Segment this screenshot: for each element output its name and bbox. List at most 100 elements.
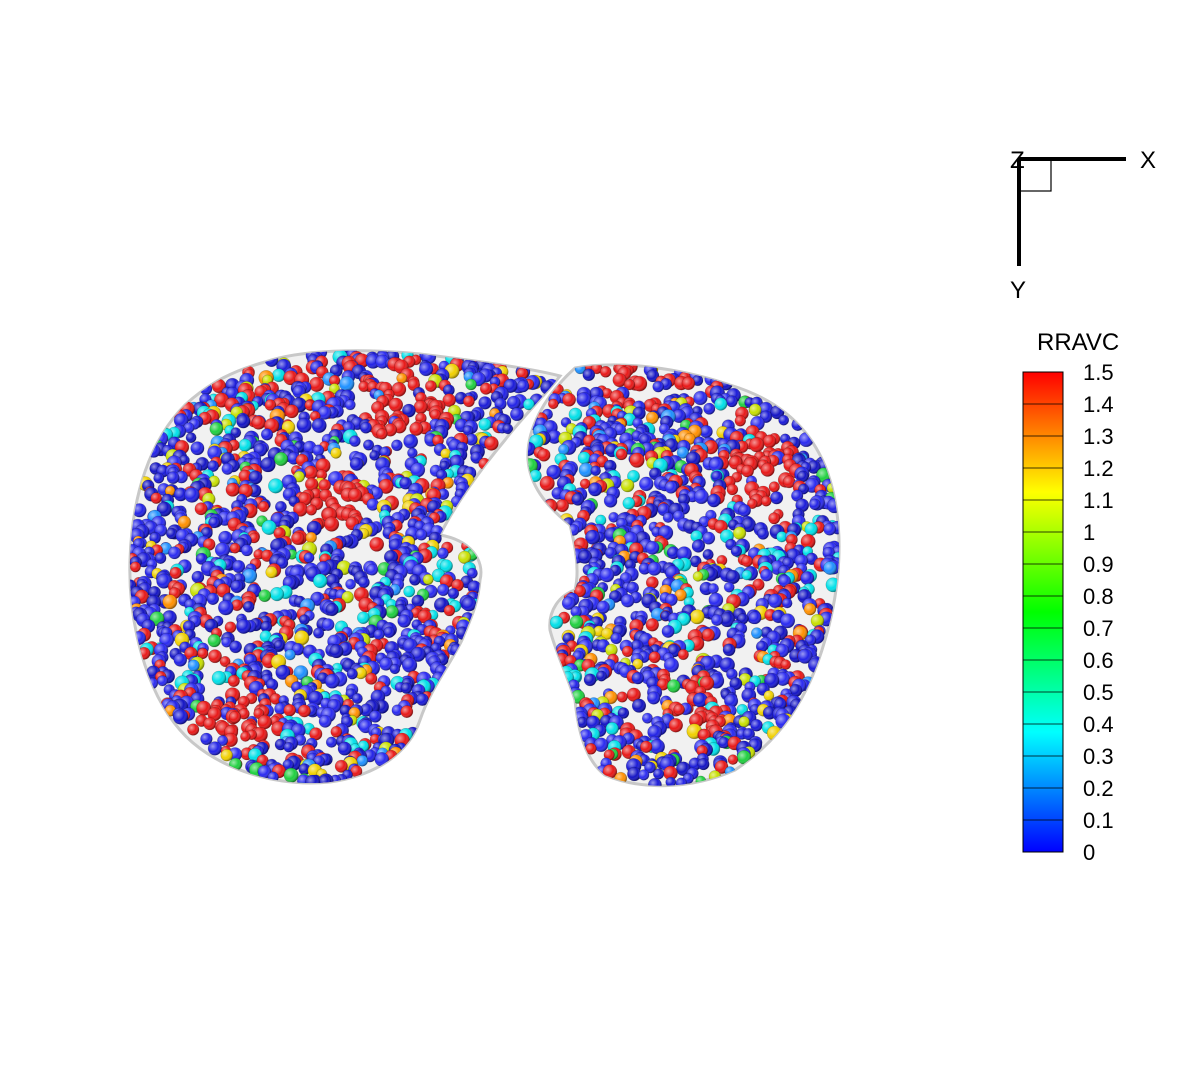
particle-shading (339, 705, 352, 717)
particle-shading (632, 698, 646, 713)
particle-shading (726, 395, 738, 407)
particle-shading (782, 598, 793, 609)
particle-shading (285, 404, 299, 418)
particle-shading (699, 425, 713, 438)
particle-shading (677, 446, 689, 459)
particle-shading (423, 574, 434, 585)
particle-shading (599, 567, 615, 583)
particle-shading (584, 673, 597, 686)
particle-shading (729, 677, 742, 690)
particle-shading (209, 422, 223, 436)
particle-shading (166, 528, 178, 539)
particle-shading (661, 625, 675, 638)
particle-shading (699, 676, 715, 691)
particle-shading (458, 551, 471, 564)
particle-shading (230, 543, 241, 554)
particle-shading (273, 640, 285, 651)
particle-shading (726, 484, 738, 495)
particle-shading (605, 547, 617, 559)
particle-shading (349, 435, 361, 447)
particle-shading (165, 485, 176, 496)
particle-shading (608, 512, 619, 523)
particle-shading (724, 582, 735, 593)
particle-shading (616, 448, 628, 460)
particle-shading (305, 532, 317, 543)
particle-shading (467, 568, 478, 579)
particle-shading (604, 494, 618, 508)
particle-shading (703, 403, 715, 415)
particle-shading (326, 736, 337, 748)
particle-shading (436, 469, 447, 481)
particle-shading (726, 668, 738, 680)
particle-shading (312, 418, 327, 433)
particle-shading (731, 545, 742, 557)
particle-shading (537, 448, 551, 462)
particle-shading (694, 489, 709, 504)
particle-shading (219, 656, 231, 667)
particle-shading (275, 665, 291, 680)
particle-shading (402, 404, 416, 418)
particle-shading (686, 451, 701, 467)
particle-shading (763, 434, 777, 448)
particle-shading (789, 684, 802, 697)
particle-shading (188, 659, 200, 672)
particle-shading (253, 549, 264, 560)
particle-shading (366, 563, 378, 576)
particle-shading (207, 634, 221, 647)
particle-shading (369, 537, 384, 552)
particle-shading (238, 469, 252, 483)
particle-shading (547, 430, 562, 444)
particle-shading (341, 591, 354, 604)
particle-shading (778, 415, 789, 426)
particle-shading (335, 760, 348, 773)
particle-shading (191, 571, 204, 584)
particle-shading (153, 472, 164, 484)
particle-shading (676, 546, 692, 562)
particle-shading (646, 576, 659, 589)
particle-shading (207, 445, 222, 460)
particle-shading (203, 538, 216, 551)
particle-shading (672, 409, 686, 423)
particle-shading (391, 704, 403, 716)
particle-shading (132, 631, 146, 645)
particle-shading (543, 499, 558, 513)
particle-shading (299, 614, 310, 625)
particle-shading (238, 438, 252, 452)
particle-shading (411, 594, 425, 608)
particle-shading (719, 657, 735, 673)
particle-shading (309, 377, 324, 392)
particle-shading (461, 596, 477, 612)
particle-shading (783, 475, 796, 488)
particle-shading (293, 665, 308, 680)
particle-shading (357, 611, 370, 624)
particle-shading (312, 444, 324, 456)
particle-shading (276, 557, 289, 569)
particle-shading (693, 391, 708, 405)
particle-shading (590, 465, 601, 476)
particle-shading (360, 421, 372, 434)
particle-shading (507, 396, 521, 410)
particle-shading (186, 432, 197, 443)
particle-shading (270, 587, 284, 601)
particle-shading (707, 493, 721, 508)
particle-shading (708, 583, 719, 594)
particle-shading (212, 671, 226, 685)
particle-shading (769, 481, 780, 493)
particle-shading (383, 626, 395, 638)
particle-shading (366, 498, 379, 511)
particle-shading (272, 368, 286, 382)
particle-shading (298, 763, 311, 775)
particle-shading (212, 379, 226, 393)
particle-shading (259, 630, 272, 643)
particle-shading (415, 529, 427, 541)
particle-shading (329, 644, 344, 658)
particle-shading (667, 679, 681, 693)
particle-shading (409, 422, 423, 436)
particle-shading (621, 479, 635, 492)
particle-shading (748, 611, 762, 624)
particle-shading (708, 592, 724, 608)
particle-shading (763, 690, 775, 701)
particle-shading (157, 675, 168, 686)
particle-shading (629, 452, 645, 468)
right-lung-particles (527, 364, 840, 786)
